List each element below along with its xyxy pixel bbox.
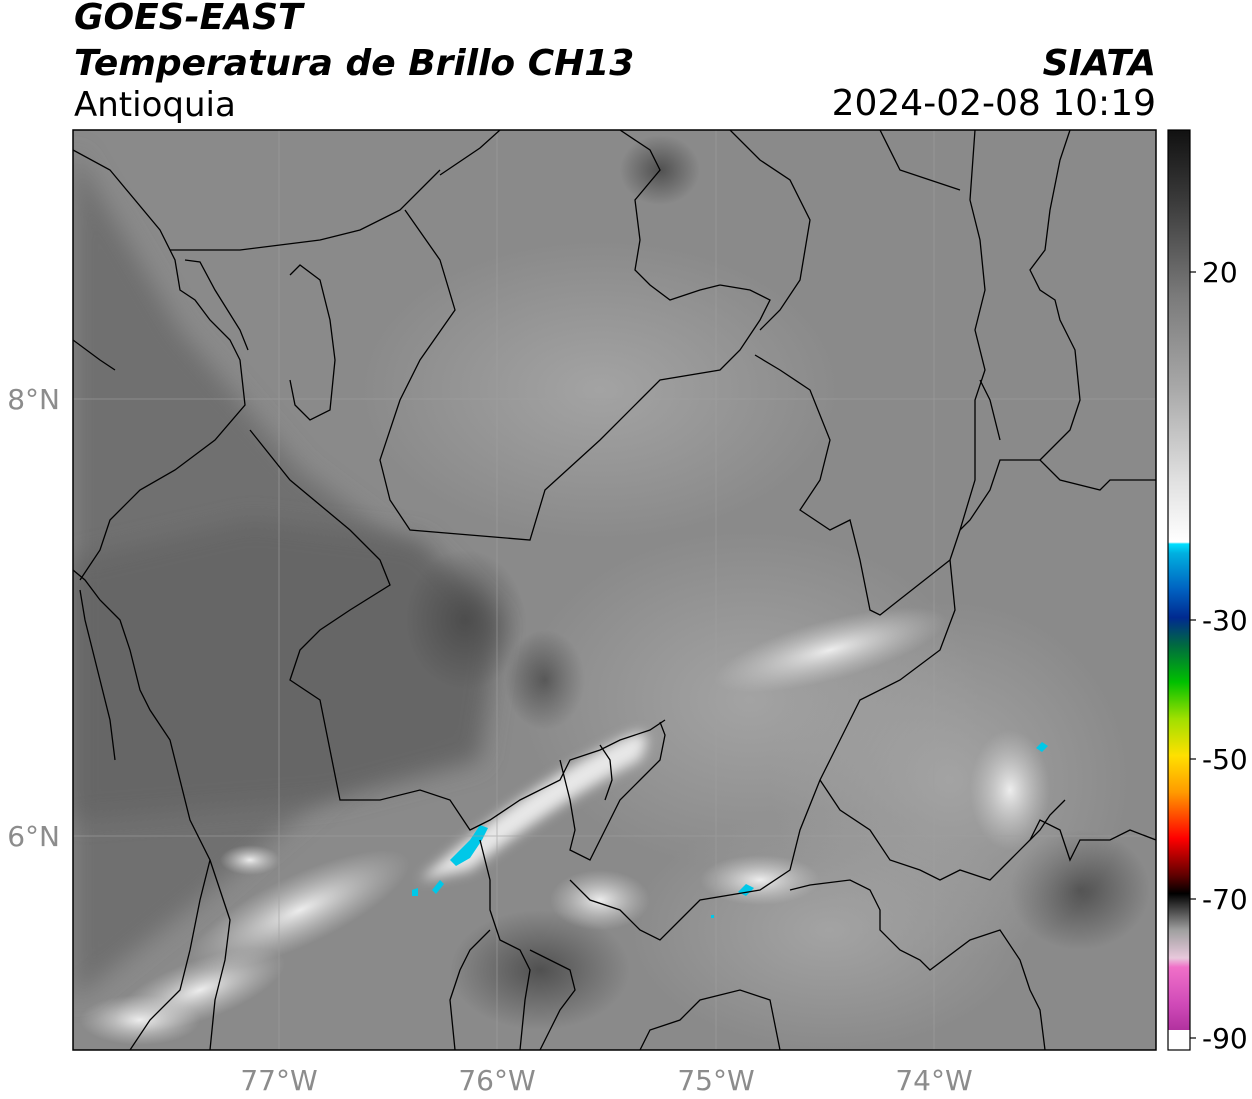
- colorbar-tick-label: -50: [1202, 743, 1248, 776]
- lon-tick-label: 74°W: [895, 1064, 972, 1097]
- lon-tick-label: 76°W: [458, 1064, 535, 1097]
- colorbar-tick-label: -70: [1202, 883, 1248, 916]
- region-label: Antioquia: [74, 85, 236, 125]
- datetime-label: 2024-02-08 10:19: [831, 83, 1156, 124]
- lon-tick-label: 75°W: [677, 1064, 754, 1097]
- lat-tick-label: 6°N: [7, 820, 60, 853]
- map-gridlines: [73, 130, 1156, 1050]
- latitude-ticks: 8°N 6°N: [7, 383, 60, 853]
- product-title: Temperatura de Brillo CH13: [74, 43, 635, 84]
- department-borders: [73, 130, 1156, 1050]
- lat-tick-label: 8°N: [7, 383, 60, 416]
- longitude-ticks: 77°W 76°W 75°W 74°W: [240, 1064, 972, 1097]
- colorbar-tick-label: -30: [1202, 604, 1248, 637]
- map-frame: [72, 129, 1157, 1051]
- satellite-title: GOES-EAST: [74, 0, 303, 38]
- lon-tick-label: 77°W: [240, 1064, 317, 1097]
- cold-top-cell: [450, 825, 488, 866]
- organization-label: SIATA: [1042, 43, 1156, 84]
- colorbar-tick-label: 20: [1202, 256, 1238, 289]
- brightness-temperature-field: [73, 130, 1156, 1050]
- temperature-colorbar: 20 -30 -50 -70 -90: [1167, 129, 1248, 1055]
- colorbar-tick-label: -90: [1202, 1022, 1248, 1055]
